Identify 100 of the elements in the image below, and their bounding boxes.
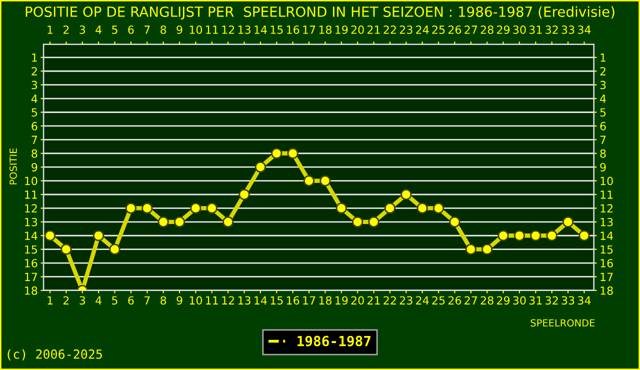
point — [432, 202, 444, 214]
x2-tick-label: 18 — [319, 26, 332, 34]
chart-title: POSITIE OP DE RANGLIJST PER SPEELROND IN HET SEIZOEN : 1986-1987 (Eredivisie) — [26, 6, 614, 20]
point — [514, 230, 526, 242]
x-tick-label: 7 — [144, 296, 150, 304]
point — [93, 230, 104, 242]
y-axis-title: POSITIE — [10, 148, 17, 184]
y-tick-label: 8 — [32, 149, 38, 158]
x-tick-label: 20 — [351, 296, 364, 305]
x2-tick-label: 6 — [128, 26, 134, 34]
x-tick-label: 11 — [206, 296, 218, 304]
x2-tick-label: 27 — [464, 26, 478, 34]
x-tick-label: 8 — [160, 296, 166, 305]
x2-tick-label: 19 — [336, 26, 348, 34]
point — [190, 202, 202, 214]
x-tick-label: 28 — [480, 296, 494, 305]
x2-tick-label: 25 — [432, 26, 445, 34]
x2-tick-label: 2 — [63, 26, 69, 34]
x-tick-label: 18 — [319, 296, 332, 305]
y2-tick-label: 16 — [600, 259, 613, 268]
y-tick-label: 7 — [32, 136, 38, 144]
point — [530, 230, 542, 242]
x-tick-label: 6 — [128, 296, 134, 305]
x-tick-label: 19 — [336, 296, 348, 305]
point — [320, 175, 331, 186]
x-tick-label: 23 — [400, 296, 412, 305]
x-tick-label: 31 — [529, 296, 542, 305]
point — [44, 230, 56, 242]
point — [416, 202, 428, 214]
point — [238, 188, 250, 200]
y2-tick-label: 15 — [600, 245, 613, 254]
x2-tick-label: 31 — [529, 26, 542, 34]
y-tick-label: 15 — [25, 245, 37, 254]
point — [303, 175, 315, 186]
y2-tick-label: 10 — [600, 176, 613, 186]
x2-tick-label: 12 — [222, 26, 234, 34]
point — [465, 244, 476, 255]
x2-tick-label: 33 — [562, 26, 574, 34]
point — [562, 216, 574, 228]
x2-tick-label: 30 — [513, 26, 526, 34]
x2-tick-label: 24 — [416, 26, 429, 34]
x-tick-label: 12 — [222, 296, 234, 304]
y-tick-label: 11 — [25, 190, 37, 199]
y-tick-label: 3 — [32, 80, 38, 90]
y-tick-label: 9 — [32, 163, 38, 172]
x-tick-label: 13 — [238, 296, 250, 305]
x-tick-label: 26 — [448, 296, 462, 305]
point — [254, 162, 266, 173]
x-tick-label: 25 — [432, 296, 445, 305]
x-tick-label: 4 — [96, 296, 102, 304]
x-tick-label: 34 — [578, 296, 591, 305]
x2-tick-label: 1 — [48, 26, 53, 34]
y-tick-label: 12 — [25, 204, 37, 212]
x-tick-label: 33 — [562, 296, 574, 305]
y-tick-label: 13 — [25, 218, 38, 226]
x2-tick-label: 21 — [368, 26, 380, 34]
y2-tick-label: 2 — [600, 67, 606, 76]
y-tick-label: 17 — [25, 272, 38, 281]
y2-tick-label: 7 — [600, 136, 606, 144]
y2-tick-label: 11 — [600, 190, 613, 199]
point — [352, 216, 364, 228]
x-tick-label: 3 — [80, 296, 86, 305]
y2-tick-label: 18 — [600, 286, 613, 295]
x2-tick-label: 5 — [112, 26, 118, 34]
x-tick-label: 10 — [190, 296, 202, 305]
x-axis-title: SPEELRONDE — [530, 319, 595, 327]
x2-tick-label: 34 — [578, 26, 591, 34]
y2-tick-label: 12 — [600, 204, 612, 212]
x2-tick-label: 13 — [238, 26, 250, 34]
point — [498, 230, 509, 242]
y2-tick-label: 8 — [600, 149, 606, 158]
x-tick-label: 30 — [513, 296, 526, 305]
x-tick-label: 17 — [303, 296, 316, 304]
x-tick-label: 21 — [368, 296, 380, 304]
point — [384, 202, 396, 214]
x2-tick-label: 7 — [144, 26, 150, 34]
point — [158, 216, 169, 228]
x-tick-label: 32 — [546, 296, 558, 305]
point — [222, 216, 234, 228]
point — [482, 244, 493, 255]
x-tick-label: 5 — [112, 296, 118, 305]
x2-tick-label: 20 — [351, 26, 364, 34]
legend-label: 1986-1987 — [298, 336, 370, 346]
y2-tick-label: 9 — [600, 163, 606, 172]
y2-tick-label: 4 — [600, 94, 606, 103]
point — [174, 216, 186, 228]
x2-tick-label: 15 — [270, 26, 283, 34]
point — [336, 202, 347, 214]
point — [206, 202, 218, 214]
y2-tick-label: 17 — [600, 272, 613, 281]
x-tick-label: 14 — [254, 296, 267, 304]
x-tick-label: 22 — [384, 296, 396, 304]
x-tick-label: 2 — [63, 296, 69, 304]
point — [546, 230, 558, 242]
y-tick-label: 5 — [32, 108, 37, 117]
x2-tick-label: 17 — [303, 26, 316, 34]
point — [578, 230, 590, 242]
x-tick-label: 15 — [270, 296, 283, 305]
point — [109, 244, 120, 255]
y-tick-label: 10 — [25, 176, 38, 186]
